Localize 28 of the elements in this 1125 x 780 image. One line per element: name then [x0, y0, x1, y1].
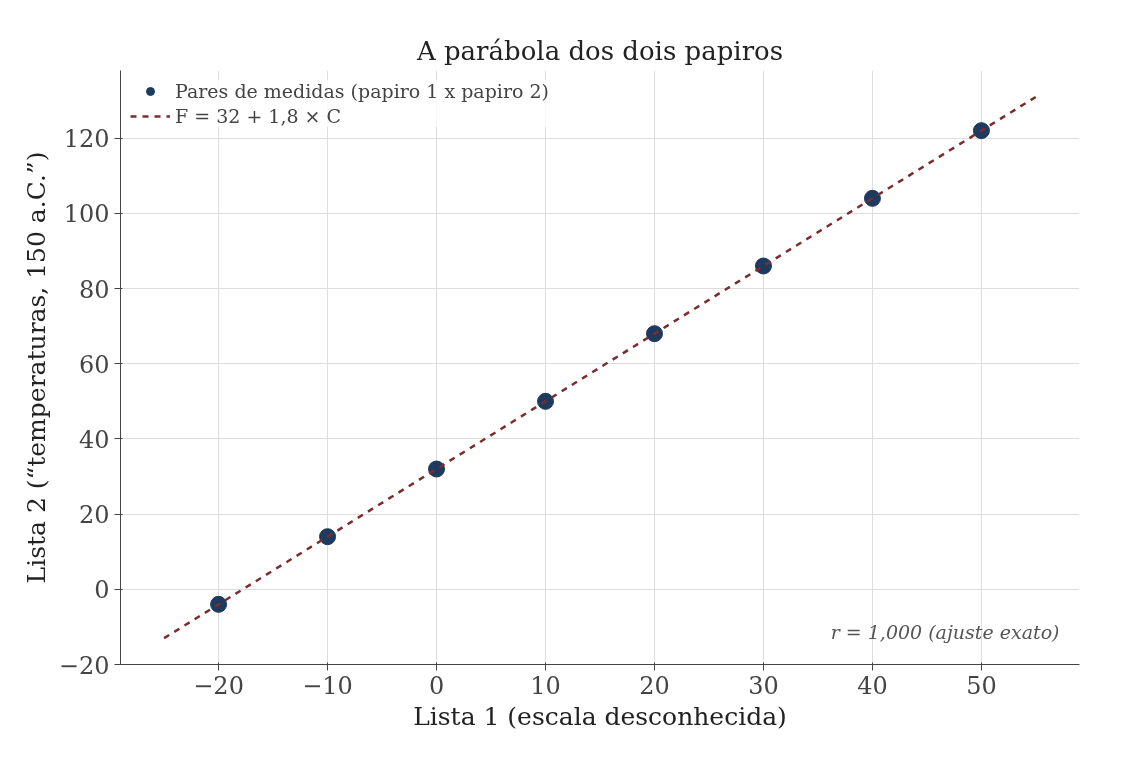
- x-tick-label: 20: [639, 671, 670, 700]
- y-axis-title: Lista 2 (“temperaturas, 150 a.C.”): [21, 151, 51, 584]
- y-tick-label: 120: [63, 125, 110, 154]
- point: [863, 189, 881, 207]
- point: [645, 325, 663, 343]
- y-tick-label: 40: [78, 425, 110, 454]
- point: [210, 595, 228, 613]
- point: [972, 122, 990, 140]
- x-tick-label: 50: [966, 671, 997, 700]
- point: [537, 392, 555, 410]
- y-tick-label: 80: [78, 275, 110, 304]
- y-tick-label: −20: [58, 651, 110, 680]
- point: [319, 528, 337, 546]
- legend-label: F = 32 + 1,8 × C: [175, 105, 342, 127]
- x-tick-label: −20: [193, 671, 244, 700]
- annotation: r = 1,000 (ajuste exato): [830, 620, 1060, 643]
- x-tick-label: 40: [857, 671, 888, 700]
- y-tick-label: 0: [94, 576, 110, 605]
- legend-label: Pares de medidas (papiro 1 x papiro 2): [175, 80, 549, 102]
- x-tick-label: 10: [530, 671, 561, 700]
- chart-title: A parábola dos dois papiros: [415, 35, 784, 66]
- x-tick-label: 0: [428, 671, 445, 700]
- x-tick-label: 30: [748, 671, 779, 700]
- x-axis-title: Lista 1 (escala desconhecida): [413, 701, 787, 731]
- y-tick-label: 60: [78, 350, 110, 379]
- y-tick-label: 20: [78, 501, 110, 530]
- y-tick-label: 100: [63, 200, 110, 229]
- x-tick-label: −10: [302, 671, 353, 700]
